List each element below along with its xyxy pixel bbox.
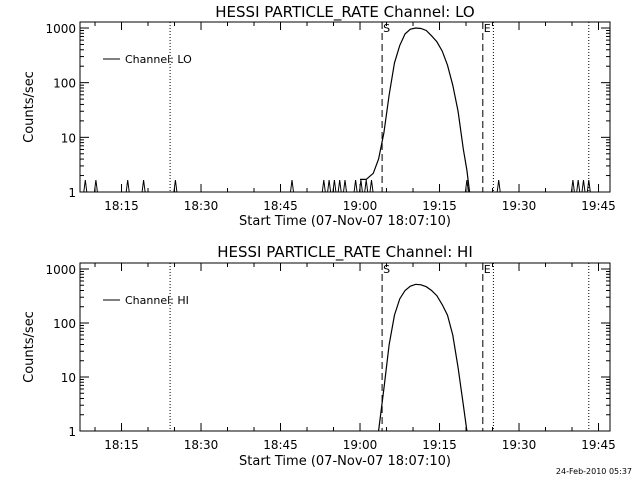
x-tick-label: 18:45 [263,438,298,452]
spike-mark [581,179,586,193]
legend-label: Channel: HI [125,294,189,307]
y-tick-label: 100 [53,77,76,91]
spike-mark [327,179,332,193]
legend-label: Channel: LO [125,53,192,66]
plot-frame [79,262,611,432]
y-tick-label: 10 [61,371,76,385]
plot-frame [79,21,611,193]
spike-mark [586,179,591,193]
spike-mark [332,179,337,193]
spike-mark [83,179,88,193]
y-tick-label: 1 [68,425,76,439]
spike-mark [353,179,358,193]
y-tick-label: 100 [53,317,76,331]
x-tick-label: 18:15 [104,438,139,452]
x-tick-label: 18:30 [184,199,219,213]
spike-mark [343,179,347,193]
spike-mark [337,179,342,193]
spike-mark [496,179,501,193]
x-axis-label: Start Time (07-Nov-07 18:07:10) [239,454,451,469]
series-line [377,283,468,432]
spike-mark [321,179,326,193]
marker-s-label: S [383,22,390,35]
chart-title: HESSI PARTICLE_RATE Channel: HI [217,243,473,262]
y-tick-label: 1000 [45,22,76,36]
timestamp: 24-Feb-2010 05:37 [555,467,632,476]
spike-mark [125,179,130,193]
spike-mark [358,179,363,193]
x-tick-label: 19:15 [422,199,457,213]
y-axis-label: Counts/sec [22,311,37,383]
x-tick-label: 18:15 [104,199,139,213]
spike-mark [173,179,178,193]
chart-title: HESSI PARTICLE_RATE Channel: LO [215,3,474,22]
y-tick-label: 1000 [45,263,76,277]
x-tick-label: 19:45 [581,438,616,452]
series-line [360,27,471,193]
spike-mark [141,179,146,193]
marker-e-label: E [484,22,491,35]
x-tick-label: 18:45 [263,199,298,213]
spike-mark [570,179,575,193]
x-tick-label: 19:45 [581,199,616,213]
spike-mark [93,179,98,193]
x-tick-label: 19:30 [502,438,537,452]
spike-mark [369,179,374,193]
y-tick-label: 10 [61,131,76,145]
marker-s-label: S [383,263,390,276]
spike-mark [464,179,469,193]
y-tick-label: 1 [68,186,76,200]
chart-panel-1: HESSI PARTICLE_RATE Channel: LO 18:15 18:3… [22,3,616,229]
marker-e-label: E [484,263,491,276]
x-tick-label: 18:30 [184,438,219,452]
spike-mark [364,179,369,193]
x-tick-label: 19:00 [343,199,378,213]
y-axis-label: Counts/sec [22,71,37,143]
x-axis-label: Start Time (07-Nov-07 18:07:10) [239,214,451,229]
x-tick-label: 19:15 [422,438,457,452]
spike-mark [576,179,581,193]
x-tick-label: 19:00 [343,438,378,452]
spike-mark [290,179,294,193]
x-tick-label: 19:30 [502,199,537,213]
chart-panel-2: HESSI PARTICLE_RATE Channel: HI 18:15 18:3… [22,243,616,469]
